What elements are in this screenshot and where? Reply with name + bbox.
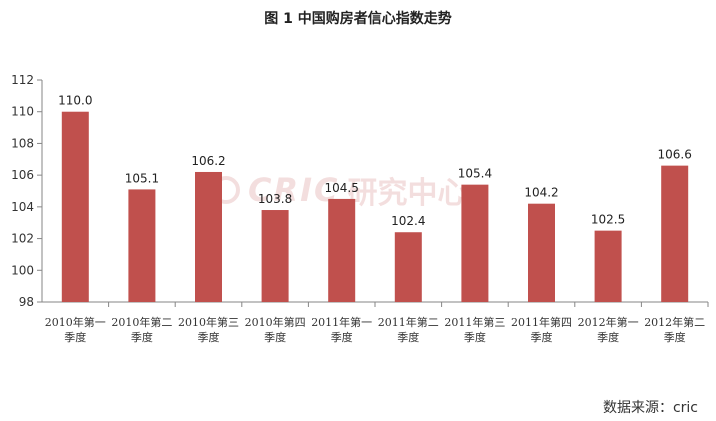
x-category-label: 季度 — [664, 330, 686, 344]
x-category-label: 季度 — [198, 330, 220, 344]
data-label: 106.6 — [658, 148, 692, 162]
x-category-label: 季度 — [597, 330, 619, 344]
x-category-label: 季度 — [397, 330, 419, 344]
data-label: 102.5 — [591, 213, 625, 227]
y-tick-label: 110 — [11, 105, 34, 119]
x-category-label: 2011年第二 — [378, 315, 439, 329]
bar — [661, 165, 689, 302]
bar — [195, 171, 222, 302]
data-label: 102.4 — [391, 214, 425, 228]
x-category-label: 季度 — [331, 330, 353, 344]
y-tick-label: 104 — [11, 200, 34, 214]
bar — [528, 203, 555, 302]
data-label: 103.8 — [258, 192, 292, 206]
x-category-label: 2010年第一 — [45, 315, 106, 329]
chart-title: 图 1 中国购房者信心指数走势 — [264, 11, 452, 27]
data-label: 106.2 — [191, 154, 225, 168]
bar — [261, 210, 289, 302]
x-category-label: 2011年第一 — [311, 315, 372, 329]
x-category-label: 季度 — [531, 330, 553, 344]
x-category-label: 季度 — [131, 330, 153, 344]
bar — [394, 232, 422, 302]
y-tick-label: 108 — [11, 136, 34, 150]
y-tick-label: 98 — [19, 295, 34, 309]
watermark-en: CRIC — [248, 171, 340, 209]
x-category-label: 2010年第三 — [178, 315, 239, 329]
y-tick-label: 106 — [11, 168, 34, 182]
x-category-label: 2011年第四 — [511, 315, 572, 329]
x-category-label: 季度 — [264, 330, 286, 344]
bar — [61, 111, 89, 302]
y-tick-label: 100 — [11, 263, 34, 277]
x-category-label: 2011年第三 — [444, 315, 505, 329]
x-category-label: 2012年第二 — [644, 315, 705, 329]
x-category-label: 2010年第二 — [111, 315, 172, 329]
data-label: 105.1 — [125, 171, 159, 185]
data-label: 105.4 — [458, 167, 492, 181]
bar — [128, 189, 156, 302]
watermark-cn: 研究中心 — [347, 176, 468, 211]
data-source-note: 数据来源：cric — [602, 400, 698, 416]
x-category-label: 季度 — [464, 330, 486, 344]
bar — [461, 184, 489, 302]
y-tick-label: 112 — [11, 73, 34, 87]
bar — [594, 230, 622, 302]
x-category-label: 2010年第四 — [245, 315, 306, 329]
x-category-label: 2012年第一 — [578, 315, 639, 329]
data-label: 104.2 — [524, 186, 558, 200]
data-label: 110.0 — [58, 94, 92, 108]
x-category-label: 季度 — [64, 330, 86, 344]
data-label: 104.5 — [325, 181, 359, 195]
bar — [328, 198, 356, 302]
y-tick-label: 102 — [11, 232, 34, 246]
cric-watermark: CRIC 研究中心 — [212, 170, 582, 211]
